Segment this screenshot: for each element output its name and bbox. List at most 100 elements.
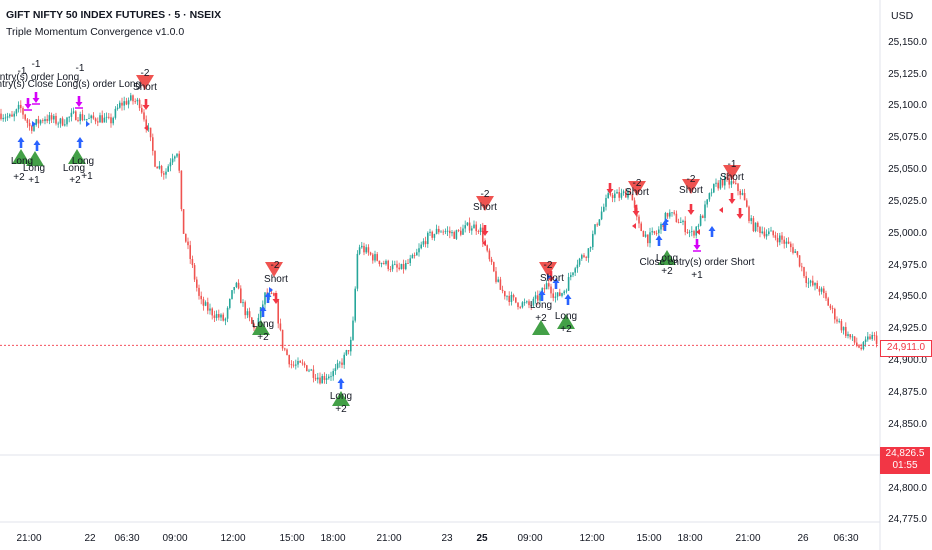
candle-body bbox=[673, 212, 675, 214]
candle-body bbox=[94, 118, 97, 122]
candle-body bbox=[39, 120, 42, 124]
candle-body bbox=[858, 345, 860, 348]
price-tick-label: 25,100.0 bbox=[888, 100, 927, 111]
candle-body bbox=[561, 293, 563, 296]
long-entry-marker bbox=[12, 149, 30, 164]
candle-body bbox=[0, 113, 2, 120]
exit-flag-icon bbox=[32, 121, 36, 127]
candle-body bbox=[730, 181, 733, 185]
price-tick-label: 25,025.0 bbox=[888, 196, 927, 207]
exit-flag-icon bbox=[86, 121, 90, 127]
candle-body bbox=[576, 264, 579, 269]
candle-body bbox=[471, 228, 473, 231]
candle-body bbox=[847, 334, 849, 336]
short-entry-marker bbox=[723, 165, 741, 180]
exit-flag-icon bbox=[144, 125, 148, 131]
candle-body bbox=[231, 290, 233, 299]
candle-body bbox=[158, 165, 161, 169]
candle-body bbox=[336, 363, 339, 369]
candle-body bbox=[644, 234, 647, 237]
candle-body bbox=[376, 254, 378, 261]
exit-flag-icon bbox=[665, 218, 669, 224]
candle-body bbox=[706, 199, 708, 205]
candle-body bbox=[519, 306, 521, 308]
candle-body bbox=[550, 286, 552, 294]
candle-body bbox=[596, 224, 598, 226]
candle-body bbox=[638, 216, 640, 224]
arrow-down-icon bbox=[32, 92, 40, 103]
candle-body bbox=[211, 308, 213, 316]
signal-label: Close entry(s) order Short bbox=[639, 257, 755, 268]
candle-body bbox=[398, 267, 400, 270]
time-tick-label: 18:00 bbox=[320, 533, 345, 544]
candle-body bbox=[640, 223, 642, 231]
candle-body bbox=[310, 369, 312, 371]
signal-label: -1 bbox=[75, 63, 85, 74]
indicator-title[interactable]: Triple Momentum Convergence v1.0.0 bbox=[6, 26, 185, 38]
candle-body bbox=[495, 271, 497, 282]
currency-label[interactable]: USD bbox=[891, 10, 914, 22]
signal-label: Long bbox=[10, 156, 34, 167]
short-entry-marker bbox=[136, 75, 154, 90]
signal-label: Long bbox=[655, 253, 679, 264]
candle-body bbox=[721, 180, 724, 186]
candle-body bbox=[229, 298, 231, 308]
candle-body bbox=[189, 245, 191, 260]
candle-body bbox=[765, 233, 768, 237]
signal-label: Short bbox=[625, 187, 649, 198]
candle-body bbox=[193, 265, 196, 280]
signal-label: +1 bbox=[81, 171, 93, 182]
candle-body bbox=[776, 237, 779, 243]
candle-body bbox=[699, 215, 702, 226]
candle-body bbox=[805, 276, 807, 284]
candle-body bbox=[642, 230, 645, 237]
time-axis[interactable]: 21:00 22 06:30 09:00 12:00 15:00 18:00 21:00 23 2… bbox=[16, 533, 858, 544]
arrow-up-icon bbox=[564, 294, 572, 305]
price-tick-label: 25,150.0 bbox=[888, 37, 927, 48]
candle-body bbox=[103, 117, 106, 123]
price-tick-label: 24,950.0 bbox=[888, 291, 927, 302]
candle-body bbox=[141, 108, 143, 113]
candle-body bbox=[2, 117, 4, 120]
candle-body bbox=[790, 243, 792, 248]
candle-body bbox=[429, 231, 431, 233]
candle-body bbox=[196, 279, 198, 288]
candle-body bbox=[438, 228, 440, 233]
candle-body bbox=[79, 114, 81, 121]
candle-body bbox=[308, 370, 310, 372]
signal-label: +2 bbox=[69, 175, 81, 186]
candle-body bbox=[779, 235, 781, 243]
candle-body bbox=[108, 116, 110, 118]
candle-body bbox=[528, 301, 530, 306]
candle-body bbox=[574, 268, 576, 273]
signal-label: Short bbox=[133, 82, 157, 93]
candle-body bbox=[152, 137, 154, 151]
candle-body bbox=[796, 251, 799, 256]
candle-body bbox=[130, 95, 132, 101]
signal-label: entry(s) Close Long(s) order Long bbox=[0, 79, 142, 90]
candle-body bbox=[292, 364, 295, 366]
candle-body bbox=[123, 101, 125, 106]
candle-body bbox=[442, 231, 444, 233]
candle-body bbox=[213, 315, 216, 318]
candle-body bbox=[620, 193, 623, 198]
candle-body bbox=[581, 255, 583, 259]
candle-body bbox=[464, 225, 466, 229]
candle-body bbox=[277, 300, 279, 324]
arrow-down-icon bbox=[693, 239, 701, 250]
candle-body bbox=[134, 101, 136, 103]
candle-body bbox=[763, 231, 766, 237]
candle-body bbox=[435, 228, 438, 234]
price-tick-label: 24,875.0 bbox=[888, 387, 927, 398]
candle-body bbox=[119, 102, 121, 108]
candle-body bbox=[11, 114, 13, 117]
candle-body bbox=[486, 245, 488, 251]
candle-body bbox=[462, 228, 464, 235]
candle-body bbox=[218, 314, 220, 318]
symbol-title[interactable]: GIFT NIFTY 50 INDEX FUTURES · 5 · NSEIX bbox=[6, 9, 222, 21]
price-axis[interactable]: 25,150.0 25,125.0 25,100.0 25,075.0 25,050.0… bbox=[888, 37, 927, 525]
price-tick-label: 24,850.0 bbox=[888, 419, 927, 430]
signal-label: -1 bbox=[31, 59, 41, 70]
candle-body bbox=[81, 114, 84, 121]
